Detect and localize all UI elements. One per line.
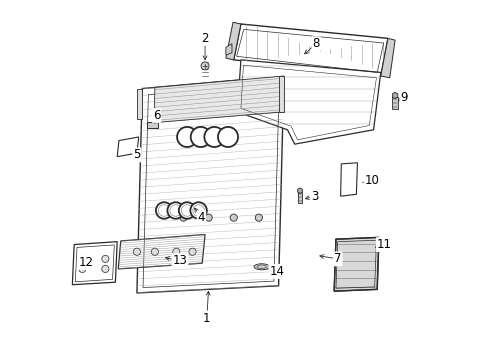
Circle shape — [158, 205, 170, 216]
Text: 11: 11 — [376, 238, 391, 251]
Circle shape — [201, 62, 209, 70]
Circle shape — [204, 127, 224, 147]
Circle shape — [102, 265, 109, 273]
Text: 4: 4 — [197, 211, 205, 224]
FancyBboxPatch shape — [297, 192, 302, 203]
Polygon shape — [137, 89, 142, 119]
Circle shape — [180, 214, 187, 221]
Circle shape — [255, 214, 262, 221]
Polygon shape — [137, 76, 284, 293]
Circle shape — [156, 202, 172, 219]
Circle shape — [179, 202, 195, 219]
Ellipse shape — [254, 264, 269, 270]
Circle shape — [169, 205, 181, 216]
Text: 13: 13 — [172, 254, 187, 267]
Polygon shape — [117, 137, 139, 157]
Circle shape — [102, 255, 109, 262]
FancyBboxPatch shape — [392, 97, 397, 109]
Circle shape — [133, 248, 140, 255]
Text: 8: 8 — [312, 37, 319, 50]
Text: 6: 6 — [153, 109, 160, 122]
Circle shape — [167, 202, 183, 219]
Text: 2: 2 — [201, 32, 208, 45]
Circle shape — [79, 265, 86, 273]
Circle shape — [79, 255, 86, 262]
Circle shape — [177, 127, 197, 147]
Text: 7: 7 — [333, 252, 341, 265]
Text: 14: 14 — [269, 265, 284, 278]
Circle shape — [188, 248, 196, 255]
Text: 12: 12 — [79, 256, 93, 269]
Polygon shape — [225, 44, 231, 55]
Text: 10: 10 — [364, 174, 379, 186]
Circle shape — [151, 248, 158, 255]
Text: 3: 3 — [310, 190, 318, 203]
Circle shape — [190, 127, 210, 147]
Polygon shape — [380, 39, 394, 78]
Polygon shape — [225, 22, 241, 60]
Circle shape — [181, 205, 192, 216]
Circle shape — [230, 214, 237, 221]
Text: 1: 1 — [203, 311, 210, 325]
Polygon shape — [118, 234, 204, 269]
Circle shape — [204, 214, 212, 221]
Circle shape — [218, 127, 238, 147]
Polygon shape — [154, 76, 284, 123]
Polygon shape — [72, 242, 117, 285]
Polygon shape — [233, 24, 387, 76]
Polygon shape — [278, 76, 284, 112]
Bar — [147, 122, 158, 128]
Polygon shape — [237, 60, 380, 144]
Circle shape — [172, 248, 180, 255]
Polygon shape — [333, 237, 378, 291]
Text: 5: 5 — [133, 148, 141, 161]
Text: 9: 9 — [400, 91, 407, 104]
Circle shape — [190, 202, 206, 219]
Polygon shape — [340, 163, 357, 196]
Circle shape — [192, 205, 204, 216]
